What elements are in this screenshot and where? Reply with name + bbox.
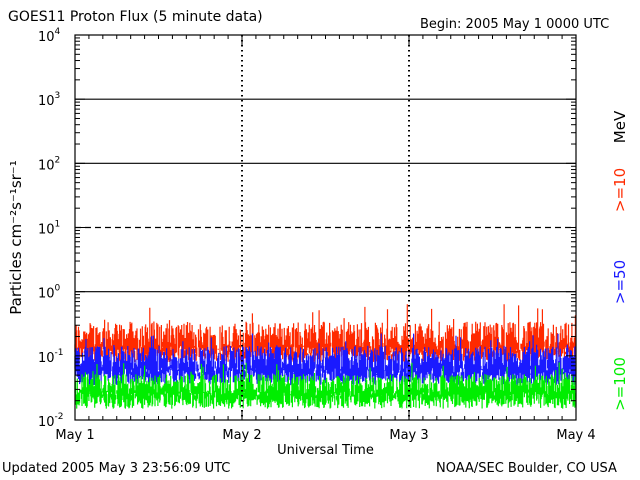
y-tick-label: 102	[38, 155, 60, 173]
y-tick-label: 100	[38, 284, 61, 302]
x-tick-label: May 2	[222, 428, 261, 443]
begin-date: Begin: 2005 May 1 0000 UTC	[420, 17, 610, 32]
x-axis-label: Universal Time	[277, 443, 374, 458]
legend: >=100 >=50 >=10 MeV	[611, 110, 629, 411]
updated-timestamp: Updated 2005 May 3 23:56:09 UTC	[2, 461, 231, 476]
x-tick-label: May 4	[556, 428, 595, 443]
y-tick-label: 101	[38, 220, 60, 238]
y-tick-label: 103	[38, 91, 60, 109]
x-tick-label: May 3	[389, 428, 428, 443]
legend-entry: >=50	[611, 260, 629, 304]
credit-text: NOAA/SEC Boulder, CO USA	[436, 461, 617, 476]
y-axis-label: Particles cm⁻²s⁻¹sr⁻¹	[7, 160, 25, 314]
chart-title: GOES11 Proton Flux (5 minute data)	[8, 9, 263, 25]
y-tick-label: 104	[38, 27, 61, 45]
legend-entry: >=100	[611, 357, 629, 411]
y-tick-label: 10-2	[38, 412, 64, 430]
x-tick-label: May 1	[55, 428, 94, 443]
y-tick-label: 10-1	[38, 348, 64, 366]
legend-unit: MeV	[611, 110, 629, 143]
legend-entry: >=10	[611, 168, 629, 212]
